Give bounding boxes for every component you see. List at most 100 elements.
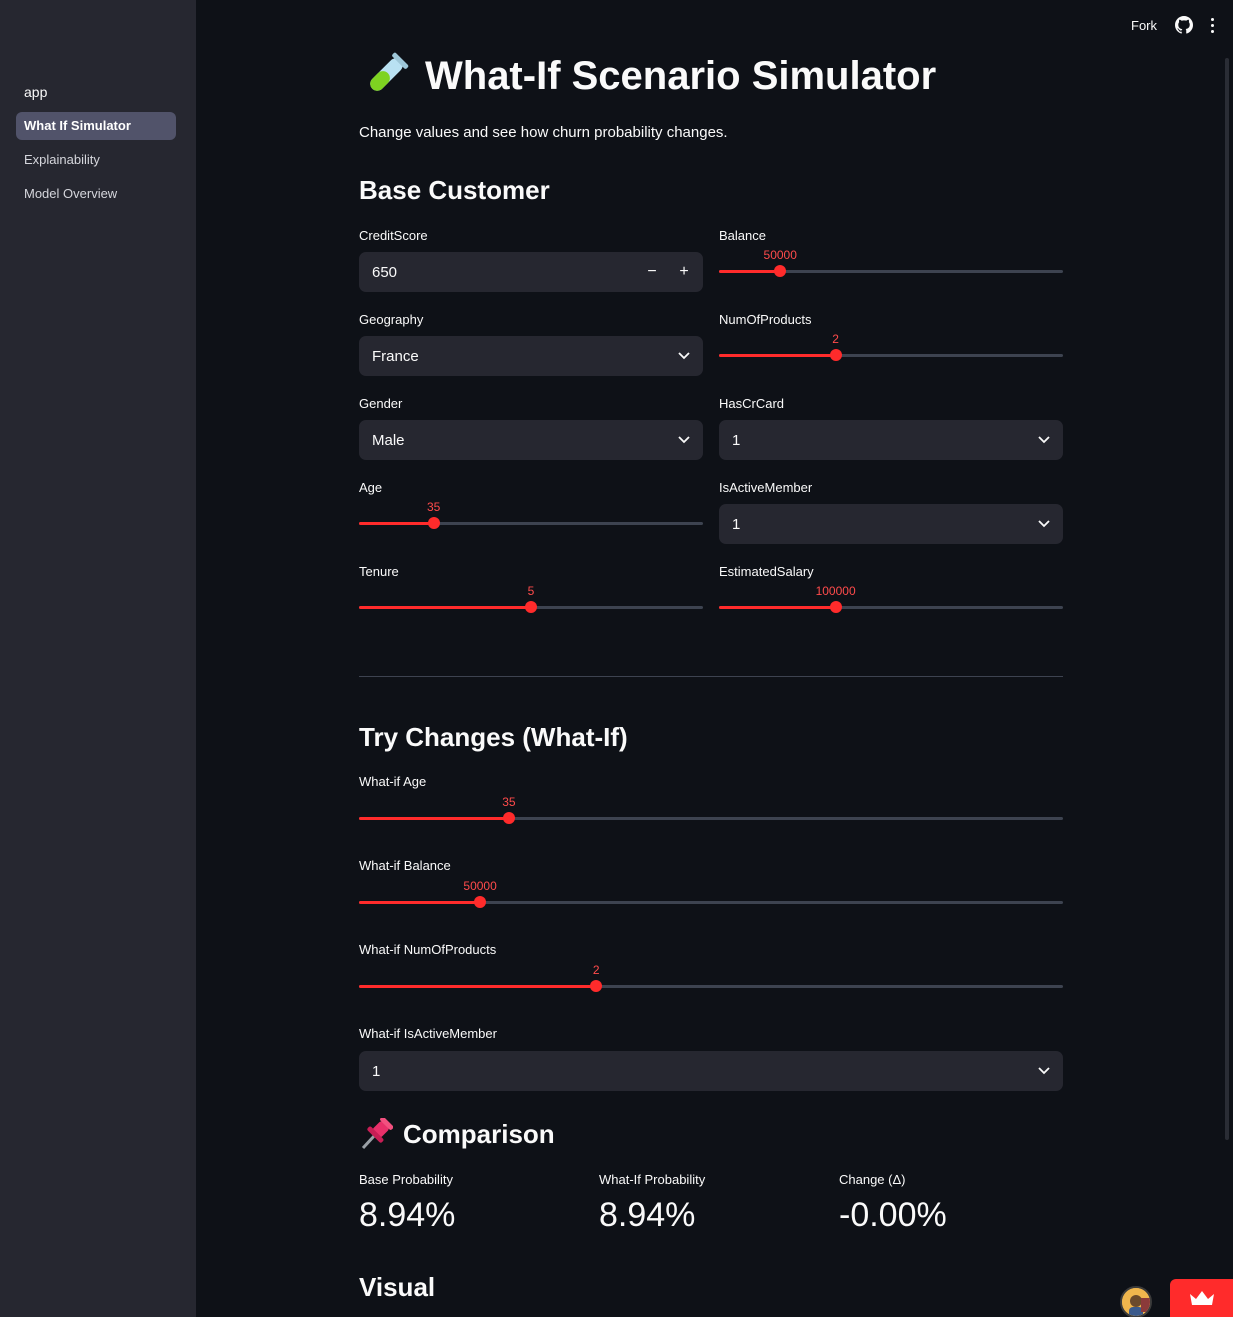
gender-value: Male — [372, 431, 405, 449]
page-title-text: What-If Scenario Simulator — [425, 53, 937, 98]
credit-score-stepper: − + — [646, 263, 690, 281]
is-active-member-select[interactable]: 1 — [719, 504, 1063, 544]
chevron-down-icon — [1038, 436, 1050, 444]
age-label: Age — [359, 480, 383, 495]
section-heading-comparison: Comparison — [359, 1118, 555, 1150]
slider-value: 5 — [527, 584, 535, 598]
chevron-down-icon — [1038, 1067, 1050, 1075]
num-products-slider[interactable]: 2 — [719, 332, 1063, 376]
sidebar: app What If Simulator Explainability Mod… — [0, 0, 196, 1317]
slider-thumb[interactable] — [427, 517, 440, 529]
estimated-salary-slider[interactable]: 100000 — [719, 584, 1063, 628]
has-cr-card-value: 1 — [732, 431, 741, 449]
github-icon[interactable] — [1175, 16, 1193, 34]
divider — [359, 676, 1063, 677]
slider-value: 35 — [426, 500, 441, 514]
slider-fill — [359, 606, 531, 609]
whatif-num-products-slider[interactable]: 2 — [359, 963, 1063, 1007]
sidebar-item-model-overview[interactable]: Model Overview — [24, 186, 118, 201]
balance-slider[interactable]: 50000 — [719, 248, 1063, 292]
section-heading-base: Base Customer — [359, 175, 550, 205]
slider-track — [719, 354, 1063, 357]
slider-thumb[interactable] — [502, 812, 515, 824]
whatif-age-label: What-if Age — [359, 774, 427, 789]
slider-value: 50000 — [463, 879, 497, 893]
fork-button[interactable]: Fork — [1131, 17, 1157, 33]
kebab-menu-icon[interactable] — [1211, 17, 1215, 33]
slider-track — [359, 522, 703, 525]
sidebar-nav: app What If Simulator Explainability Mod… — [16, 78, 176, 214]
test-tube-icon — [370, 52, 409, 91]
streamlit-badge[interactable] — [1170, 1279, 1233, 1317]
metric-base-value: 8.94% — [359, 1196, 456, 1234]
top-toolbar: Fork — [1131, 16, 1215, 34]
whatif-age-slider[interactable]: 35 — [359, 795, 1063, 839]
whatif-is-active-value: 1 — [372, 1062, 381, 1080]
sidebar-item-what-if-simulator[interactable]: What If Simulator — [16, 112, 176, 140]
decrement-button[interactable]: − — [647, 263, 657, 280]
section-heading-whatif: Try Changes (What-If) — [359, 722, 628, 752]
slider-track — [719, 270, 1063, 273]
sidebar-item-explainability[interactable]: Explainability — [24, 152, 100, 167]
metric-change-value: -0.00% — [839, 1196, 947, 1234]
geography-select[interactable]: France — [359, 336, 703, 376]
whatif-num-products-label: What-if NumOfProducts — [359, 942, 497, 957]
credit-score-label: CreditScore — [359, 228, 428, 243]
geography-label: Geography — [359, 312, 424, 327]
crown-icon — [1189, 1291, 1214, 1305]
gender-select[interactable]: Male — [359, 420, 703, 460]
has-cr-card-select[interactable]: 1 — [719, 420, 1063, 460]
credit-score-value[interactable]: 650 — [372, 263, 398, 281]
section-heading-visual: Visual — [359, 1272, 436, 1302]
increment-button[interactable]: + — [679, 263, 689, 280]
slider-value: 100000 — [815, 584, 856, 598]
estimated-salary-label: EstimatedSalary — [719, 564, 814, 579]
slider-thumb[interactable] — [774, 265, 787, 277]
slider-value: 2 — [832, 332, 839, 346]
slider-track — [359, 985, 1063, 988]
has-cr-card-label: HasCrCard — [719, 396, 785, 411]
slider-value: 35 — [502, 795, 516, 809]
slider-track — [359, 817, 1063, 820]
slider-thumb[interactable] — [525, 601, 537, 613]
chevron-down-icon — [678, 436, 690, 444]
slider-fill — [719, 606, 836, 609]
tenure-label: Tenure — [359, 564, 399, 579]
metric-base-label: Base Probability — [359, 1172, 453, 1187]
geography-value: France — [372, 347, 419, 365]
slider-thumb[interactable] — [590, 980, 603, 992]
chevron-down-icon — [678, 352, 690, 360]
slider-track — [359, 901, 1063, 904]
whatif-is-active-label: What-if IsActiveMember — [359, 1026, 497, 1041]
chevron-down-icon — [1038, 520, 1050, 528]
slider-track — [719, 606, 1063, 609]
credit-score-input[interactable]: 650 − + — [359, 252, 703, 292]
avatar[interactable] — [1120, 1286, 1152, 1317]
slider-fill — [359, 522, 434, 525]
whatif-balance-slider[interactable]: 50000 — [359, 879, 1063, 923]
slider-thumb[interactable] — [829, 601, 842, 613]
comparison-heading-text: Comparison — [403, 1118, 555, 1149]
slider-fill — [719, 270, 781, 273]
metric-whatif-label: What-If Probability — [599, 1172, 706, 1187]
slider-value: 2 — [592, 963, 600, 977]
sidebar-item-app[interactable]: app — [24, 84, 48, 100]
whatif-is-active-select[interactable]: 1 — [359, 1051, 1063, 1091]
metric-whatif-value: 8.94% — [599, 1196, 696, 1234]
slider-thumb[interactable] — [474, 896, 487, 908]
tenure-slider[interactable]: 5 — [359, 584, 703, 628]
is-active-member-label: IsActiveMember — [719, 480, 813, 495]
slider-fill — [359, 985, 597, 988]
slider-fill — [359, 817, 509, 820]
whatif-balance-label: What-if Balance — [359, 858, 451, 873]
num-products-label: NumOfProducts — [719, 312, 812, 327]
slider-fill — [719, 354, 836, 357]
slider-thumb[interactable] — [829, 349, 842, 361]
slider-value: 50000 — [763, 248, 797, 262]
avatar-image — [1122, 1288, 1150, 1316]
balance-label: Balance — [719, 228, 766, 243]
page-title: What-If Scenario Simulator — [359, 52, 936, 100]
age-slider[interactable]: 35 — [359, 500, 703, 544]
scrollbar[interactable] — [1225, 58, 1229, 1140]
gender-label: Gender — [359, 396, 403, 411]
